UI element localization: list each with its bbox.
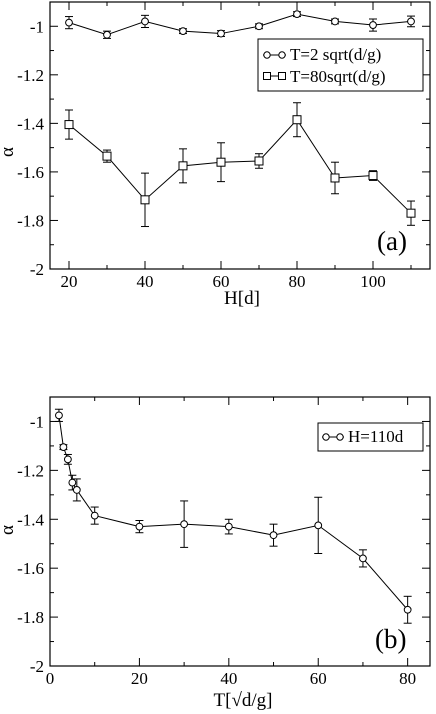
legend-label-b-0: H=110d — [348, 427, 404, 446]
data-point — [269, 531, 278, 540]
data-point — [103, 30, 111, 39]
data-point — [368, 171, 378, 181]
y-tick-label: -1.6 — [17, 163, 44, 182]
legend-b: H=110d — [317, 422, 424, 452]
data-point — [180, 520, 189, 529]
data-point — [59, 443, 68, 452]
series-layer-b — [54, 408, 412, 624]
y-tick-label: -1.4 — [17, 114, 44, 133]
x-tick-label: 40 — [220, 669, 237, 688]
x-tick-label: 60 — [213, 272, 230, 291]
x-tick-label: 80 — [289, 272, 306, 291]
y-tick-label: -1 — [30, 412, 44, 431]
legend-marker-circle — [263, 51, 271, 59]
legend-marker-circle — [278, 51, 286, 59]
y-axis-label-a: α — [0, 147, 18, 157]
y-tick-label: -2 — [30, 657, 44, 676]
legend-marker-circle — [336, 433, 344, 441]
y-tick-label: -1.2 — [17, 461, 44, 480]
x-axis-label-a: H[d] — [224, 288, 260, 309]
data-point — [314, 521, 323, 530]
y-tick-label: -1.8 — [17, 211, 44, 230]
legend-a: T=2 sqrt(d/g) T=80sqrt(d/g) — [257, 38, 424, 92]
plot-frame-a — [49, 1, 431, 270]
plot-frame-b — [49, 396, 431, 667]
y-tick-label: -2 — [30, 260, 44, 279]
axes-a: 20 40 60 80 100 -2 -1.8 -1.6 -1.4 -1.2 -1 — [17, 1, 430, 291]
data-point — [407, 17, 415, 26]
panel-tag-a: (a) — [377, 226, 407, 256]
data-point — [140, 195, 150, 205]
series-b-0 — [54, 408, 412, 624]
data-point — [406, 208, 416, 218]
legend-label-a-0: T=2 sqrt(d/g) — [290, 45, 381, 64]
data-point — [330, 173, 340, 183]
series-a-0 — [65, 10, 415, 39]
data-point — [292, 115, 302, 125]
chart-panel-a: 20 40 60 80 100 -2 -1.8 -1.6 -1.4 -1.2 -1 α H[d] (… — [0, 1, 431, 309]
x-tick-label: 80 — [399, 669, 416, 688]
data-point — [178, 161, 188, 171]
data-point — [65, 18, 73, 27]
data-point — [216, 157, 226, 167]
axes-b: 0 20 40 60 80 -2 -1.8 -1.6 -1.4 -1.2 -1 — [17, 396, 430, 688]
data-point — [55, 411, 63, 420]
panel-tag-b: (b) — [375, 624, 406, 654]
data-point — [102, 151, 112, 161]
legend-entry-a-1: T=80sqrt(d/g) — [263, 67, 386, 86]
data-point — [254, 156, 264, 166]
y-axis-label-b: α — [0, 525, 18, 535]
data-point — [255, 22, 263, 31]
legend-entry-b-0: H=110d — [322, 427, 404, 446]
y-tick-label: -1.6 — [17, 559, 44, 578]
y-tick-label: -1.2 — [17, 66, 44, 85]
data-point — [331, 17, 339, 26]
y-tick-label: -1 — [30, 17, 44, 36]
x-tick-label: 100 — [360, 272, 386, 291]
legend-marker-square — [263, 72, 271, 80]
data-point — [293, 10, 301, 19]
x-tick-label: 40 — [137, 272, 154, 291]
legend-marker-square — [278, 72, 286, 80]
data-point — [90, 511, 99, 520]
series-a-1 — [64, 102, 416, 228]
x-tick-label: 60 — [310, 669, 327, 688]
data-point — [68, 478, 77, 487]
y-tick-label: -1.4 — [17, 510, 44, 529]
data-point — [359, 554, 367, 563]
data-point — [217, 29, 225, 38]
x-tick-label: 20 — [131, 669, 148, 688]
data-point — [63, 455, 72, 464]
data-point — [179, 27, 187, 36]
legend-label-a-1: T=80sqrt(d/g) — [290, 67, 386, 86]
series-line — [68, 118, 412, 214]
legend-marker-circle — [322, 433, 330, 441]
data-point — [141, 17, 149, 26]
x-axis-label-b: T[√d/g] — [214, 690, 273, 711]
legend-box-a — [257, 38, 424, 92]
legend-entry-a-0: T=2 sqrt(d/g) — [263, 45, 381, 64]
y-tick-label: -1.8 — [17, 608, 44, 627]
data-point — [224, 522, 233, 531]
data-point — [72, 486, 81, 494]
data-point — [403, 605, 412, 614]
data-point — [369, 21, 377, 29]
data-point — [64, 120, 74, 130]
x-tick-label: 20 — [61, 272, 78, 291]
series-line — [68, 13, 412, 36]
data-point — [135, 522, 144, 531]
x-tick-label: 0 — [46, 669, 55, 688]
series-layer-a — [64, 10, 416, 228]
